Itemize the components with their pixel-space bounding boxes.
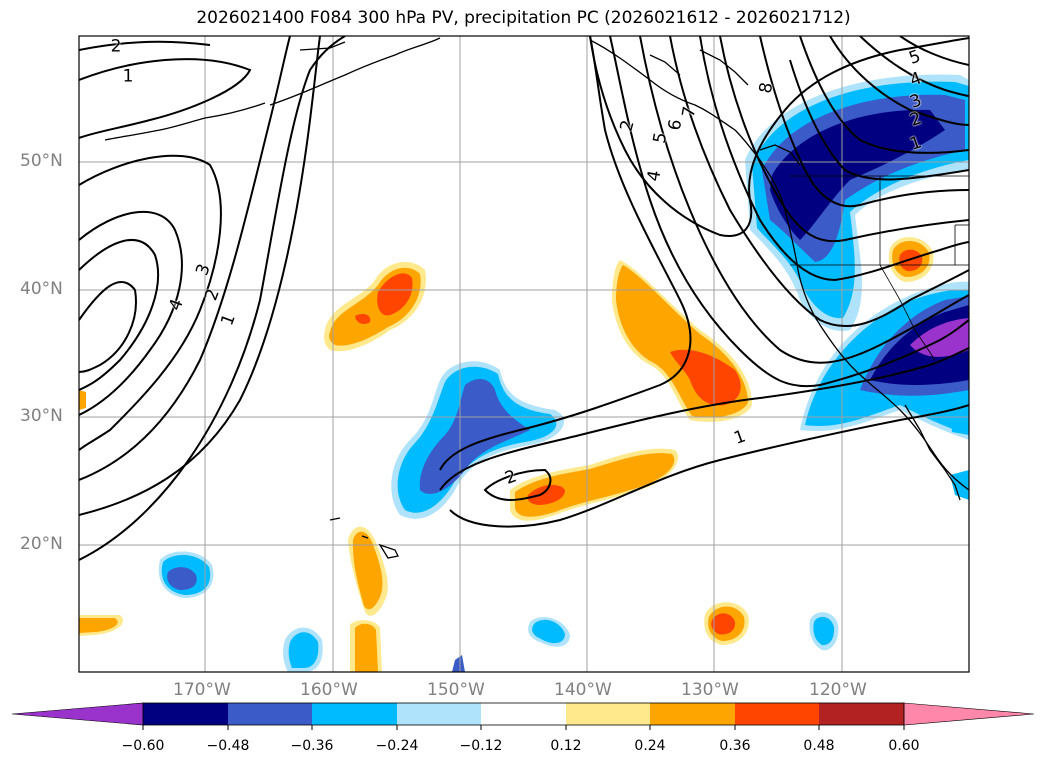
shade-neg-small-1b <box>288 632 319 668</box>
lat-label-30n: 30°N <box>20 406 63 426</box>
map-title: 2026021400 F084 300 hPa PV, precipitatio… <box>196 8 851 28</box>
colorbar-tick-label: −0.48 <box>206 738 250 754</box>
shade-neg-west-mid <box>167 567 197 590</box>
lon-label-160w: 160°W <box>300 680 358 700</box>
colorbar <box>11 702 1035 730</box>
shade-neg-small-4 <box>950 405 969 435</box>
colorbar-cell-2 <box>228 703 312 725</box>
contour-label: 2 <box>110 36 122 57</box>
lon-label-140w: 140°W <box>554 680 612 700</box>
shade-neg-small-2b <box>532 619 565 644</box>
precip-shading <box>79 74 969 672</box>
lon-label-170w: 170°W <box>173 680 231 700</box>
shade-pos-west-small-b <box>79 618 118 633</box>
colorbar-cell-3 <box>312 703 397 725</box>
colorbar-cell-7 <box>650 703 735 725</box>
shade-pos-nv-red <box>899 249 923 272</box>
shade-pos-edge <box>79 390 86 410</box>
shade-pos-hawaii <box>352 531 383 610</box>
colorbar-tick-label: −0.24 <box>375 738 419 754</box>
colorbar-cell-8 <box>735 703 819 725</box>
colorbar-tick-label: −0.36 <box>290 738 334 754</box>
colorbar-cell-6 <box>566 703 650 725</box>
shade-pos-band-red <box>527 484 565 505</box>
colorbar-cell-10 <box>903 702 1035 726</box>
shade-pos-hawaii2 <box>355 623 378 672</box>
lon-label-150w: 150°W <box>427 680 485 700</box>
shade-pos-se-small-c <box>711 613 736 635</box>
graticule <box>79 36 969 672</box>
colorbar-frame <box>142 702 905 726</box>
colorbar-cell-0 <box>11 702 144 726</box>
colorbar-tick-marks <box>142 725 905 730</box>
colorbar-tick-label: 0.12 <box>550 738 582 754</box>
colorbar-cell-1 <box>143 703 228 725</box>
shade-neg-small-5 <box>950 470 969 500</box>
colorbar-tick-label: −0.12 <box>459 738 503 754</box>
colorbar-cell-5 <box>481 703 566 725</box>
shade-pos-north-red2 <box>355 314 371 324</box>
shade-neg-central-mid <box>419 378 530 494</box>
lat-label-40n: 40°N <box>20 279 63 299</box>
contour-label: 1 <box>122 66 134 87</box>
colorbar-tick-label: 0.36 <box>719 738 751 754</box>
shade-neg-small-6 <box>452 655 465 672</box>
shade-pos-north-red <box>377 273 413 316</box>
colorbar-tick-label: 0.60 <box>888 738 920 754</box>
plot-area <box>79 36 969 672</box>
colorbar-cell-9 <box>819 703 904 725</box>
lat-label-20n: 20°N <box>20 534 63 554</box>
lon-label-130w: 130°W <box>681 680 739 700</box>
colorbar-cell-4 <box>397 703 481 725</box>
pv-contours <box>79 36 969 561</box>
shade-pos-ne-red <box>670 349 741 406</box>
shade-neg-small-3b <box>813 616 835 646</box>
colorbar-tick-label: 0.24 <box>634 738 666 754</box>
colorbar-tick-label: 0.48 <box>803 738 835 754</box>
lat-label-50n: 50°N <box>20 151 63 171</box>
plot-frame <box>78 35 970 673</box>
colorbar-tick-label: −0.60 <box>121 738 165 754</box>
lon-label-120w: 120°W <box>809 680 867 700</box>
